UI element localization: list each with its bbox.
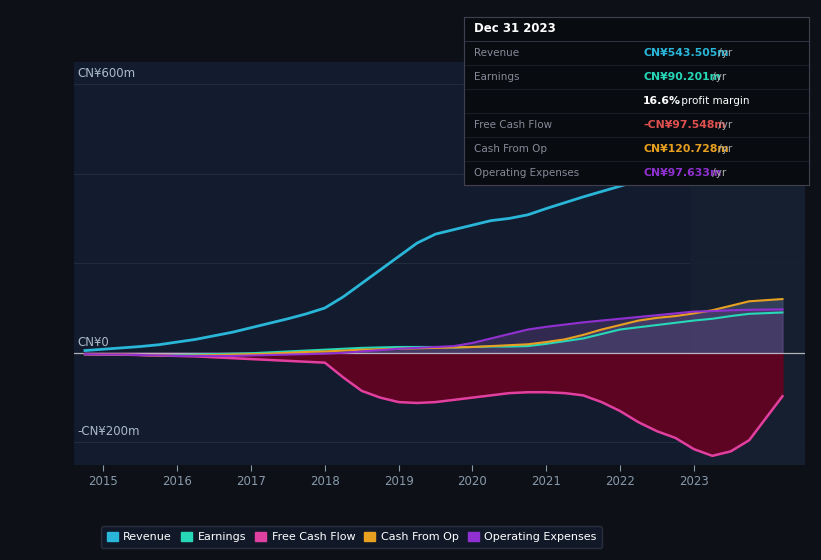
Legend: Revenue, Earnings, Free Cash Flow, Cash From Op, Operating Expenses: Revenue, Earnings, Free Cash Flow, Cash … <box>101 526 602 548</box>
Text: CN¥0: CN¥0 <box>77 336 109 349</box>
Text: Earnings: Earnings <box>475 72 520 82</box>
Text: /yr: /yr <box>709 72 726 82</box>
Bar <box>690 62 805 465</box>
Text: -CN¥200m: -CN¥200m <box>77 426 140 438</box>
Text: CN¥120.728m: CN¥120.728m <box>643 144 729 154</box>
Text: CN¥600m: CN¥600m <box>77 67 135 80</box>
Text: Operating Expenses: Operating Expenses <box>475 168 580 178</box>
Text: profit margin: profit margin <box>677 96 749 106</box>
Text: -CN¥97.548m: -CN¥97.548m <box>643 120 726 130</box>
Text: Free Cash Flow: Free Cash Flow <box>475 120 553 130</box>
Text: 16.6%: 16.6% <box>643 96 681 106</box>
Text: /yr: /yr <box>709 168 726 178</box>
Text: CN¥97.633m: CN¥97.633m <box>643 168 722 178</box>
Text: CN¥543.505m: CN¥543.505m <box>643 48 729 58</box>
Text: CN¥90.201m: CN¥90.201m <box>643 72 721 82</box>
Text: Revenue: Revenue <box>475 48 520 58</box>
Text: Cash From Op: Cash From Op <box>475 144 548 154</box>
Text: /yr: /yr <box>715 48 732 58</box>
Text: Dec 31 2023: Dec 31 2023 <box>475 22 556 35</box>
Text: /yr: /yr <box>715 120 732 130</box>
Text: /yr: /yr <box>715 144 732 154</box>
